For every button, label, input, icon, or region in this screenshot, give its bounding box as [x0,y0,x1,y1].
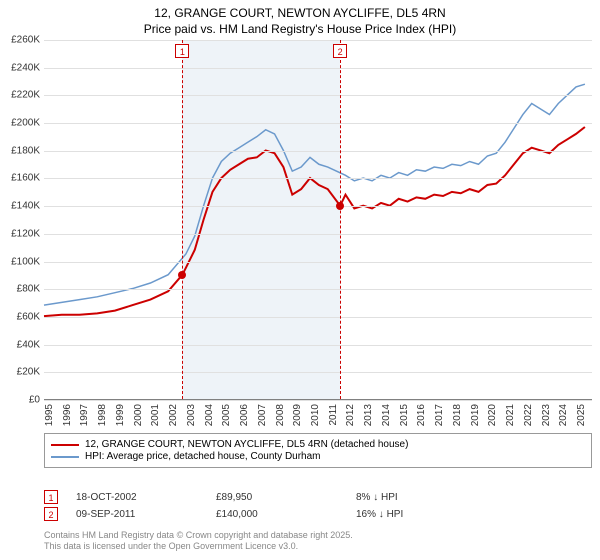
y-axis-label: £80K [0,284,40,295]
y-axis-label: £20K [0,367,40,378]
x-axis-label: 2024 [558,404,574,426]
grid-line [44,68,592,69]
y-axis-label: £40K [0,339,40,350]
series-line-price_paid [44,127,585,316]
footer: Contains HM Land Registry data © Crown c… [44,530,592,552]
chart-area: 12 £0£20K£40K£60K£80K£100K£120K£140K£160… [0,40,600,420]
y-axis-label: £160K [0,173,40,184]
grid-line [44,95,592,96]
x-axis-label: 2019 [470,404,486,426]
chart-container: 12, GRANGE COURT, NEWTON AYCLIFFE, DL5 4… [0,0,600,560]
x-axis-label: 2020 [487,404,503,426]
x-axis-label: 2016 [416,404,432,426]
sale-dot [178,271,186,279]
x-axis-label: 1996 [62,404,78,426]
legend-label: HPI: Average price, detached house, Coun… [85,451,321,462]
legend-swatch [51,456,79,458]
y-axis-label: £180K [0,145,40,156]
x-axis-label: 2018 [452,404,468,426]
x-axis-label: 2023 [541,404,557,426]
legend-row: 12, GRANGE COURT, NEWTON AYCLIFFE, DL5 4… [51,439,585,450]
x-axis-label: 2017 [434,404,450,426]
grid-line [44,206,592,207]
x-axis-label: 2000 [133,404,149,426]
titles: 12, GRANGE COURT, NEWTON AYCLIFFE, DL5 4… [0,0,600,37]
legend-label: 12, GRANGE COURT, NEWTON AYCLIFFE, DL5 4… [85,439,408,450]
x-axis-label: 1997 [79,404,95,426]
x-axis-label: 2022 [523,404,539,426]
x-axis-label: 1998 [97,404,113,426]
legend-swatch [51,444,79,446]
grid-line [44,40,592,41]
sale-date: 09-SEP-2011 [76,509,216,520]
sale-diff: 8% ↓ HPI [356,492,496,503]
sale-row: 2 09-SEP-2011 £140,000 16% ↓ HPI [44,507,592,521]
grid-line [44,372,592,373]
grid-line [44,400,592,401]
x-axis-label: 2002 [168,404,184,426]
legend-row: HPI: Average price, detached house, Coun… [51,451,585,462]
sale-dot [336,202,344,210]
sale-marker-icon: 2 [44,507,58,521]
y-axis-label: £60K [0,311,40,322]
title-line-1: 12, GRANGE COURT, NEWTON AYCLIFFE, DL5 4… [0,6,600,22]
sale-date: 18-OCT-2002 [76,492,216,503]
x-axis-label: 2014 [381,404,397,426]
grid-line [44,289,592,290]
x-axis-label: 2021 [505,404,521,426]
grid-line [44,345,592,346]
footer-line-2: This data is licensed under the Open Gov… [44,541,592,552]
sale-price: £140,000 [216,509,356,520]
grid-line [44,234,592,235]
grid-line [44,317,592,318]
series-line-hpi [44,84,585,305]
x-axis-label: 2009 [292,404,308,426]
sale-diff: 16% ↓ HPI [356,509,496,520]
x-axis-label: 2025 [576,404,592,426]
x-axis-label: 2012 [345,404,361,426]
sale-marker-icon: 1 [175,44,189,58]
sale-marker-icon: 2 [333,44,347,58]
x-axis-label: 2015 [399,404,415,426]
y-axis-label: £240K [0,62,40,73]
grid-line [44,123,592,124]
sale-price: £89,950 [216,492,356,503]
y-axis-label: £100K [0,256,40,267]
x-axis-label: 2004 [204,404,220,426]
sale-row: 1 18-OCT-2002 £89,950 8% ↓ HPI [44,490,592,504]
y-axis-label: £120K [0,228,40,239]
sale-marker-icon: 1 [44,490,58,504]
x-axis-label: 2007 [257,404,273,426]
x-axis-label: 2011 [328,404,344,426]
x-axis-label: 2003 [186,404,202,426]
grid-line [44,178,592,179]
x-axis-label: 2001 [150,404,166,426]
grid-line [44,151,592,152]
plot-area: 12 [44,40,592,400]
y-axis-label: £220K [0,90,40,101]
y-axis-label: £0 [0,395,40,406]
x-axis-label: 2008 [275,404,291,426]
x-axis-label: 2013 [363,404,379,426]
legend: 12, GRANGE COURT, NEWTON AYCLIFFE, DL5 4… [44,433,592,468]
y-axis-label: £200K [0,118,40,129]
sale-rows: 1 18-OCT-2002 £89,950 8% ↓ HPI 2 09-SEP-… [44,487,592,524]
y-axis-label: £260K [0,35,40,46]
footer-line-1: Contains HM Land Registry data © Crown c… [44,530,592,541]
title-line-2: Price paid vs. HM Land Registry's House … [0,22,600,38]
x-axis-label: 2006 [239,404,255,426]
band-border [182,40,183,399]
x-axis-label: 1995 [44,404,60,426]
x-axis-label: 2010 [310,404,326,426]
x-axis-label: 1999 [115,404,131,426]
x-axis-label: 2005 [221,404,237,426]
y-axis-label: £140K [0,201,40,212]
grid-line [44,262,592,263]
band-border [340,40,341,399]
